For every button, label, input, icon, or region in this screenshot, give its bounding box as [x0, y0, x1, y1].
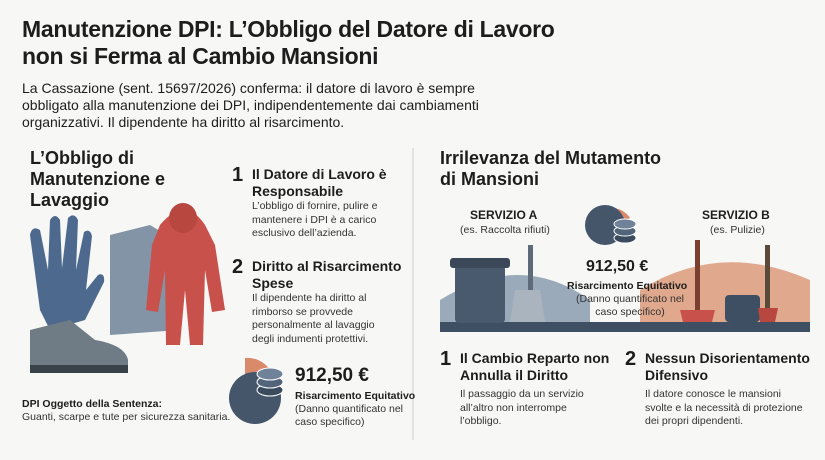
title: Manutenzione DPI: L’Obbligo del Datore d… — [22, 16, 555, 69]
point-text: L’obbligo di fornire, pulire e mantenere… — [252, 200, 378, 239]
caption-title: DPI Oggetto della Sentenza: — [22, 398, 163, 410]
point-title: Nessun Disorientamento Difensivo — [645, 350, 810, 383]
point-text: Il dipendente ha diritto al rimborso se … — [252, 292, 375, 345]
point-title: Diritto al Risarcimento Spese — [252, 258, 402, 291]
point-text: Il datore conosce le mansioni svolte e l… — [645, 388, 803, 427]
right-heading: Irrilevanza del Mutamento di Mansioni — [440, 148, 662, 189]
left-heading: L’Obbligo di Manutenzione e Lavaggio — [30, 148, 166, 210]
service-sub: (es. Raccolta rifiuti) — [460, 224, 550, 236]
point-text: Il passaggio da un servizio all’altro no… — [460, 388, 584, 427]
amount: 912,50 € — [295, 365, 369, 386]
amount-note: (Danno quantificato nel caso specifico) — [576, 293, 684, 318]
amount-label: Risarcimento Equitativo — [295, 390, 416, 402]
amount: 912,50 € — [586, 258, 649, 275]
amount-note: (Danno quantificato nel caso specifico) — [295, 403, 403, 428]
service-label: SERVIZIO A — [470, 208, 538, 222]
point-title: Il Datore di Lavoro è Responsabile — [252, 166, 387, 199]
point-number: 1 — [440, 348, 452, 370]
point-title: Il Cambio Reparto non Annulla il Diritto — [460, 350, 610, 383]
service-label: SERVIZIO B — [702, 208, 770, 222]
caption-text: Guanti, scarpe e tute per sicurezza sani… — [22, 411, 231, 423]
point-number: 2 — [625, 348, 637, 370]
amount-label: Risarcimento Equitativo — [567, 280, 688, 292]
point-number: 2 — [232, 256, 244, 278]
point-number: 1 — [232, 164, 244, 186]
service-sub: (es. Pulizie) — [710, 224, 765, 236]
intro: La Cassazione (sent. 15697/2026) conferm… — [22, 80, 479, 130]
